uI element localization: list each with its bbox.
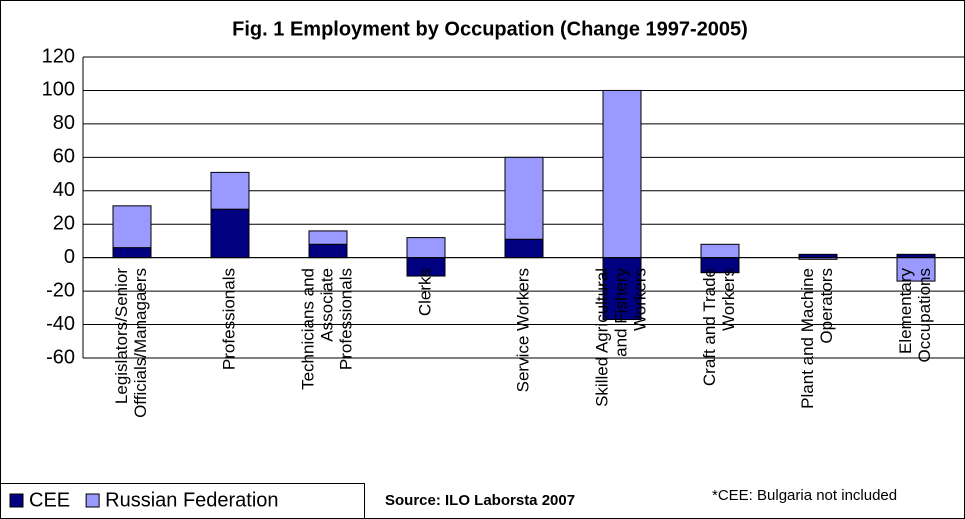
y-tick-label: 100 xyxy=(42,79,75,101)
legend-label: Russian Federation xyxy=(105,489,278,511)
x-tick-label: Occupations xyxy=(915,268,934,363)
y-tick-label: 20 xyxy=(53,213,75,235)
y-tick-label: 60 xyxy=(53,146,75,168)
y-tick-label: 40 xyxy=(53,179,75,201)
bar xyxy=(700,243,740,259)
x-tick-label: and Fishery xyxy=(611,268,630,357)
x-tick-label: Operators xyxy=(817,268,836,344)
x-tick-label: Service Workers xyxy=(513,268,532,392)
bar xyxy=(308,243,348,259)
legend-swatch xyxy=(9,493,24,508)
x-tick-label: Workers xyxy=(719,268,738,331)
bar xyxy=(112,247,152,259)
bar xyxy=(798,253,838,259)
x-tick-label: Legislators/Senior xyxy=(112,268,131,404)
legend-box xyxy=(0,483,365,519)
x-tick-label: Elementary xyxy=(896,268,915,354)
y-tick-label: 120 xyxy=(42,45,75,67)
bar xyxy=(896,253,936,259)
bar xyxy=(210,171,250,210)
bar xyxy=(308,230,348,245)
bar xyxy=(210,208,250,259)
x-tick-label: Craft and Trade xyxy=(700,268,719,386)
y-tick-label: -60 xyxy=(46,346,75,368)
bar xyxy=(602,257,642,321)
x-tick-label: Plant and Machine xyxy=(798,268,817,409)
legend-label: CEE xyxy=(29,489,70,511)
x-tick-label: Technicians and xyxy=(298,268,317,390)
footnote: *CEE: Bulgaria not included xyxy=(712,487,897,504)
legend: CEE Russian Federation xyxy=(0,483,365,519)
x-tick-label: Associate xyxy=(317,268,336,342)
x-tick-label: Professionals xyxy=(219,268,238,370)
x-tick-label: Skilled Agricultural xyxy=(592,268,611,407)
y-tick-label: -40 xyxy=(46,313,75,335)
legend-swatch xyxy=(85,493,100,508)
bar xyxy=(112,205,152,249)
bar xyxy=(504,156,544,240)
source-note: Source: ILO Laborsta 2007 xyxy=(385,492,575,509)
bar xyxy=(406,237,446,259)
x-tick-label: Clerks xyxy=(415,268,434,316)
bar xyxy=(504,238,544,259)
y-tick-label: -20 xyxy=(46,279,75,301)
y-tick-label: 0 xyxy=(64,246,75,268)
x-tick-label: Officials/Managaers xyxy=(131,268,150,418)
x-tick-label: Workers xyxy=(630,268,649,331)
bar xyxy=(602,89,642,259)
y-tick-label: 80 xyxy=(53,112,75,134)
chart-title: Fig. 1 Employment by Occupation (Change … xyxy=(232,18,748,40)
x-tick-label: Professionals xyxy=(336,268,355,370)
